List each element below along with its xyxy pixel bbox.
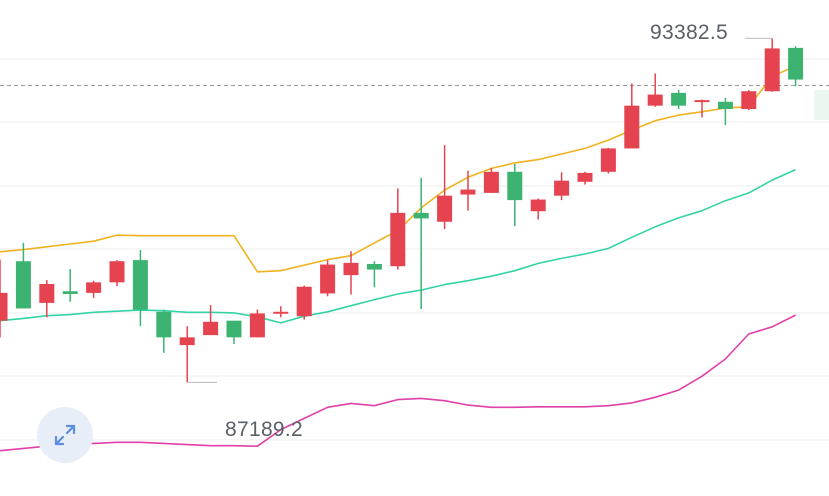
candle-body [741, 91, 757, 109]
candle-body [273, 311, 289, 314]
candle [179, 326, 195, 383]
candle-body [156, 311, 172, 338]
candle [437, 145, 453, 229]
candle-body [788, 47, 804, 80]
candle [320, 260, 336, 297]
candle-body [671, 92, 687, 106]
candle [460, 170, 476, 211]
candle [39, 280, 55, 318]
candle [507, 164, 523, 227]
candle [788, 46, 804, 87]
candle [694, 99, 710, 118]
candles [0, 38, 804, 383]
candle [390, 188, 406, 270]
candle [717, 97, 733, 126]
candle-body [320, 264, 336, 294]
candle [554, 172, 570, 201]
candle-body [647, 94, 663, 106]
candle-body [413, 212, 429, 219]
candle-body [600, 148, 616, 172]
candle [671, 90, 687, 109]
candle [203, 305, 219, 336]
candle [530, 198, 546, 220]
high-price-label: 93382.5 [650, 21, 729, 44]
candle-body [132, 260, 148, 310]
candle [764, 38, 780, 92]
candle-body [483, 171, 499, 193]
expand-button[interactable] [37, 407, 93, 463]
candle [366, 261, 382, 288]
candle [624, 83, 640, 149]
candle-body [764, 48, 780, 92]
candle-body [530, 199, 546, 212]
candle-body [203, 321, 219, 336]
candle [577, 171, 593, 185]
candle-body [86, 282, 102, 293]
candle [62, 269, 78, 302]
candle [15, 242, 31, 309]
lower-band-line [0, 314, 796, 452]
candle-body [694, 100, 710, 103]
candle-body [507, 171, 523, 201]
candle [647, 73, 663, 107]
candle [109, 260, 125, 287]
candle-body [717, 101, 733, 109]
candle-body [437, 195, 453, 222]
candle-body [554, 180, 570, 196]
candle-body [15, 261, 31, 309]
candle-body [62, 291, 78, 294]
candle [741, 90, 757, 111]
candle [132, 250, 148, 327]
candle-body [179, 337, 195, 346]
candle-body [296, 286, 312, 317]
candle [343, 251, 359, 295]
candle-body [109, 261, 125, 283]
candle-body [390, 212, 406, 267]
candle [296, 285, 312, 320]
candle [413, 177, 429, 309]
candle-body [343, 262, 359, 276]
candle [0, 259, 8, 338]
candle-body [460, 189, 476, 195]
price-markers [187, 37, 773, 383]
grid-lines [0, 58, 829, 441]
candle [600, 147, 616, 174]
candle-body [249, 313, 265, 338]
candle-body [366, 264, 382, 270]
candle [249, 309, 265, 338]
candle [86, 280, 102, 298]
candle-body [577, 172, 593, 182]
candle-body [39, 284, 55, 303]
candle-body [0, 292, 8, 321]
candle [273, 306, 289, 318]
middle-band-line [0, 168, 796, 324]
candle [483, 167, 499, 193]
low-price-label: 87189.2 [225, 418, 304, 441]
candle-body [226, 320, 242, 338]
candle-body [624, 105, 640, 149]
current-price-tag [814, 90, 829, 120]
expand-arrows-icon [54, 424, 76, 446]
candle [156, 309, 172, 353]
candle [226, 320, 242, 344]
